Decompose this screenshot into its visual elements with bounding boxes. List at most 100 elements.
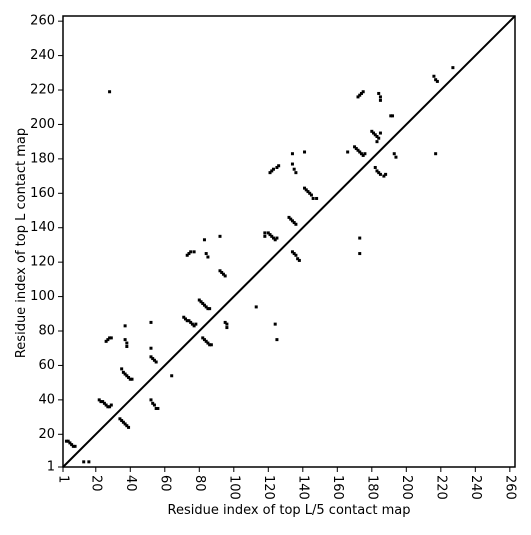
contact-point — [292, 167, 296, 171]
contact-point — [206, 307, 210, 311]
contact-point — [130, 377, 134, 381]
contact-point — [308, 191, 312, 195]
contact-point — [197, 298, 201, 302]
contact-point — [346, 150, 350, 154]
contact-point — [223, 274, 227, 278]
contact-point — [206, 341, 210, 345]
contact-point — [151, 401, 155, 405]
contact-point — [199, 300, 203, 304]
contact-point — [108, 90, 112, 94]
contact-point — [154, 360, 158, 364]
contact-point — [66, 439, 70, 443]
contact-point — [156, 406, 160, 410]
contact-point — [97, 398, 101, 402]
x-tick-label: 140 — [295, 475, 310, 500]
contact-point — [68, 441, 72, 445]
contact-point — [268, 233, 272, 237]
contact-point — [270, 234, 274, 238]
contact-point — [182, 315, 186, 319]
y-tick-label: 1 — [47, 460, 55, 475]
contact-point — [125, 424, 129, 428]
x-tick-label: 160 — [330, 475, 345, 500]
contact-point — [73, 444, 77, 448]
contact-point — [375, 169, 379, 173]
contact-point — [303, 186, 307, 190]
contact-point — [151, 357, 155, 361]
contact-point — [356, 148, 360, 152]
contact-point — [358, 150, 362, 154]
contact-point — [375, 140, 379, 144]
contact-point — [152, 403, 156, 407]
contact-point — [378, 98, 382, 102]
contact-point — [183, 317, 187, 321]
contact-point — [271, 236, 275, 240]
contact-point — [108, 336, 112, 340]
contact-point — [309, 193, 313, 197]
contact-point — [292, 252, 296, 256]
contact-point — [359, 91, 363, 95]
contact-point — [123, 338, 127, 342]
contact-point — [384, 172, 388, 176]
contact-point — [149, 398, 153, 402]
contact-point — [435, 79, 439, 83]
contact-point — [290, 219, 294, 223]
contact-point — [99, 400, 103, 404]
contact-point — [201, 301, 205, 305]
x-axis-label: Residue index of top L/5 contact map — [168, 503, 411, 518]
x-tick-label: 1 — [56, 475, 71, 483]
contact-point — [194, 322, 198, 326]
contact-point — [375, 134, 379, 138]
contact-point — [358, 252, 362, 256]
contact-point — [87, 460, 91, 464]
contact-point — [289, 217, 293, 221]
y-axis-label: Residue index of top L contact map — [14, 128, 29, 358]
contact-point — [152, 358, 156, 362]
y-tick-label: 100 — [30, 289, 55, 304]
contact-point — [64, 439, 68, 443]
contact-point — [123, 372, 127, 376]
contact-point — [297, 258, 301, 262]
contact-point — [102, 401, 106, 405]
contact-point — [149, 346, 153, 350]
contact-point — [273, 322, 277, 326]
contact-point — [294, 253, 298, 257]
contact-point — [223, 320, 227, 324]
contact-point — [225, 322, 229, 326]
contact-point — [106, 338, 110, 342]
x-tick-label: 80 — [192, 475, 207, 492]
contact-point — [377, 91, 381, 95]
contact-point — [220, 270, 224, 274]
contact-point — [104, 403, 108, 407]
contact-point — [190, 322, 194, 326]
contact-point — [120, 367, 124, 371]
diagonal-line — [62, 15, 516, 468]
contact-point — [315, 196, 319, 200]
contact-point — [378, 172, 382, 176]
contact-point — [187, 319, 191, 323]
x-tick-label: 40 — [123, 475, 138, 492]
contact-point — [154, 406, 158, 410]
contact-point — [370, 129, 374, 133]
contact-point — [127, 375, 131, 379]
contact-point — [202, 338, 206, 342]
contact-point — [296, 257, 300, 261]
contact-point — [187, 252, 191, 256]
contact-point — [273, 238, 277, 242]
contact-point — [287, 215, 291, 219]
y-tick-label: 260 — [30, 14, 55, 29]
contact-point — [170, 374, 174, 378]
contact-point — [108, 405, 112, 409]
contact-point — [434, 78, 438, 82]
contact-point — [208, 307, 212, 311]
y-tick-label: 80 — [38, 324, 55, 339]
contact-point — [192, 250, 196, 254]
contact-point — [394, 155, 398, 159]
contact-point — [358, 93, 362, 97]
contact-point — [189, 320, 193, 324]
contact-point — [275, 338, 279, 342]
x-tick-label: 60 — [157, 475, 172, 492]
contact-point — [118, 417, 122, 421]
contact-point — [123, 324, 127, 328]
contact-point — [290, 250, 294, 254]
contact-point — [354, 147, 358, 151]
